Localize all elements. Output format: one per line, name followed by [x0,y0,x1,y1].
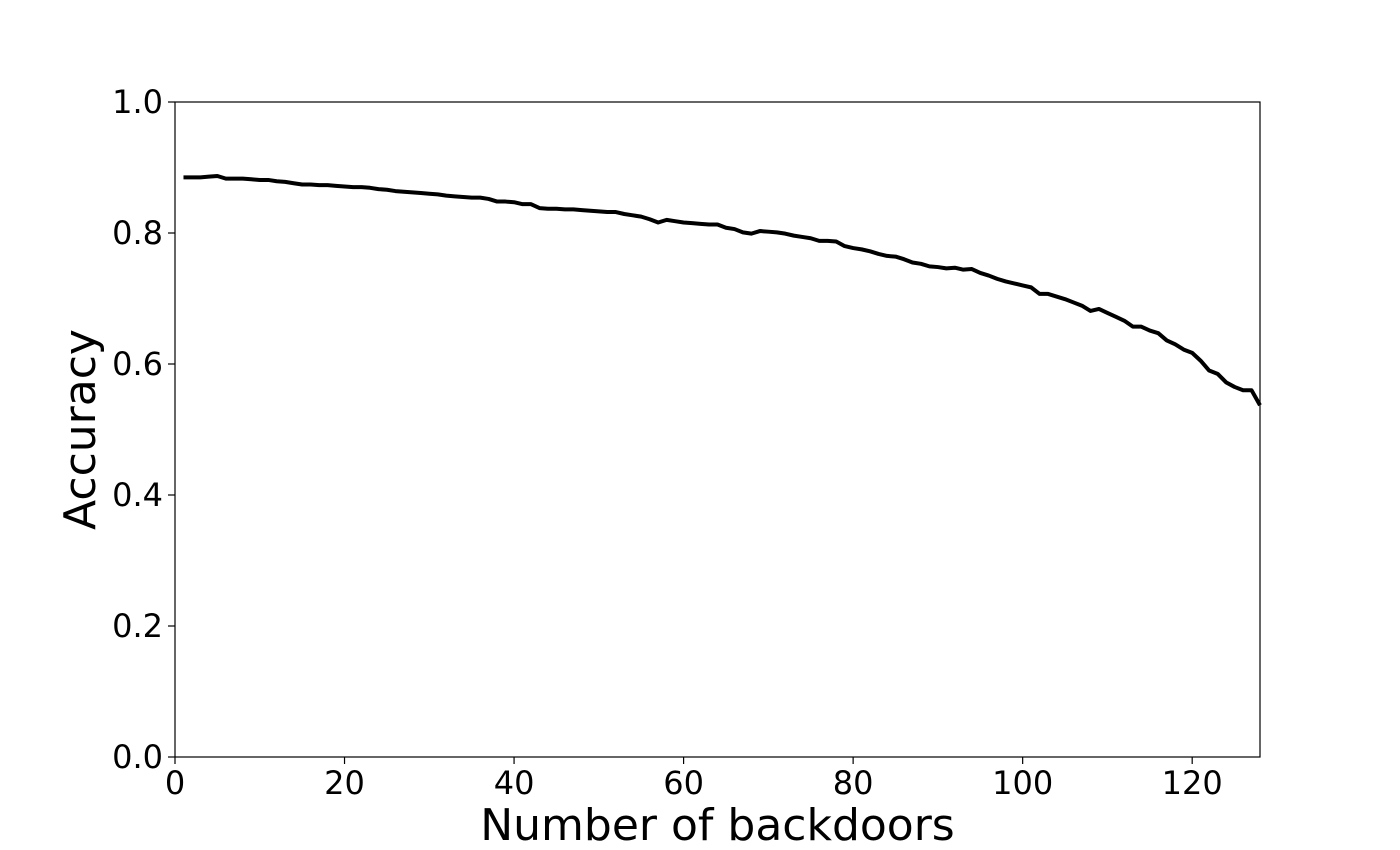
plot-frame [174,101,1261,758]
x-tick-label: 60 [663,764,704,802]
x-axis-title: Number of backdoors [480,800,954,850]
series-layer [183,174,1262,407]
x-tick-label: 40 [494,764,535,802]
accuracy-series-line [183,174,1262,407]
x-tick-label: 0 [165,764,185,802]
ticks-layer: 0 20 40 60 80 100 120 0.0 0.2 0.4 0.6 0.8 1.0 [112,83,1223,802]
y-tick-label: 0.0 [112,738,163,776]
x-tick-label: 120 [1162,764,1223,802]
y-tick-label: 0.4 [112,476,163,514]
y-tick-label: 1.0 [112,83,163,121]
y-tick-label: 0.6 [112,345,163,383]
x-tick-label: 80 [833,764,874,802]
y-tick-label: 0.2 [112,607,163,645]
x-tick-label: 100 [992,764,1053,802]
x-tick-label: 20 [324,764,365,802]
y-axis-title: Accuracy [55,329,106,530]
y-tick-label: 0.8 [112,214,163,252]
